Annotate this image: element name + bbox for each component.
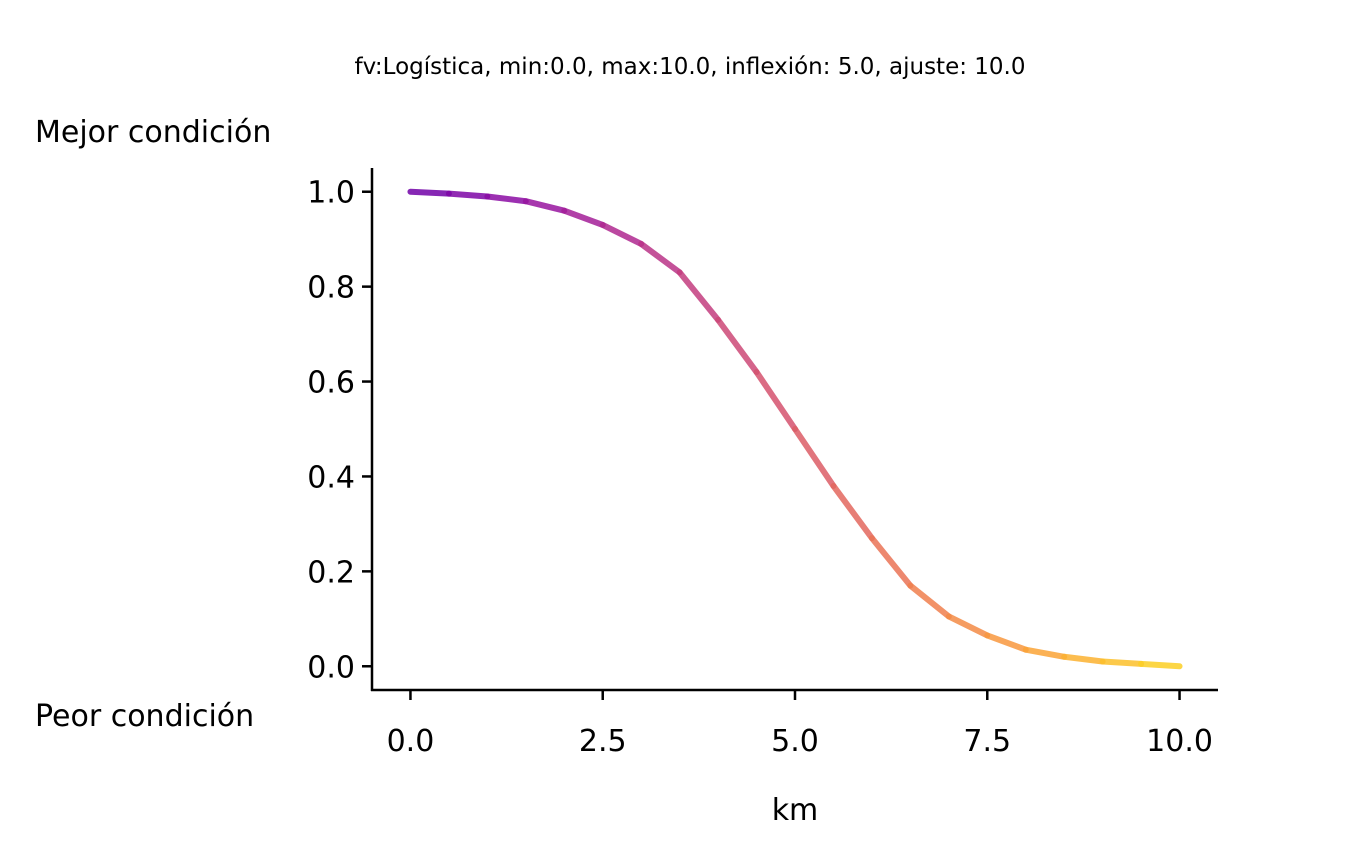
line-segment bbox=[715, 316, 760, 376]
line-segment bbox=[561, 207, 606, 228]
line-segment bbox=[1099, 658, 1145, 667]
line-segment bbox=[676, 269, 722, 323]
x-tick-label: 7.5 bbox=[963, 724, 1011, 759]
line-segment bbox=[522, 198, 568, 214]
x-axis-label: km bbox=[772, 793, 819, 828]
line-segment bbox=[753, 369, 798, 432]
y-tick-label: 0.4 bbox=[307, 460, 355, 495]
line-segment bbox=[945, 613, 991, 639]
line-segment bbox=[868, 535, 914, 589]
x-tick-label: 10.0 bbox=[1146, 724, 1213, 759]
line-segment bbox=[638, 240, 683, 276]
y-ticks: 0.0 0.2 0.4 0.6 0.8 1.0 bbox=[307, 176, 372, 685]
line-segment bbox=[1022, 646, 1068, 660]
data-line bbox=[407, 188, 1183, 670]
x-tick-label: 0.0 bbox=[387, 724, 435, 759]
x-tick-label: 5.0 bbox=[771, 724, 819, 759]
x-tick-label: 2.5 bbox=[579, 724, 627, 759]
y-tick-label: 0.6 bbox=[307, 366, 355, 401]
chart-title: fv:Logística, min:0.0, max:10.0, inflexi… bbox=[354, 54, 1025, 80]
bottom-annotation: Peor condición bbox=[35, 699, 254, 734]
line-segment bbox=[984, 632, 1029, 653]
line-segment bbox=[830, 482, 875, 542]
top-annotation: Mejor condición bbox=[35, 115, 271, 150]
line-segment bbox=[484, 193, 529, 205]
y-tick-label: 1.0 bbox=[307, 176, 355, 211]
line-segment bbox=[407, 188, 452, 197]
x-ticks: 0.0 2.5 5.0 7.5 10.0 bbox=[387, 690, 1213, 759]
y-tick-label: 0.8 bbox=[307, 271, 355, 306]
line-segment bbox=[907, 582, 952, 620]
line-segment bbox=[1061, 653, 1106, 665]
line-segment bbox=[1138, 660, 1183, 670]
line-segment bbox=[445, 190, 491, 200]
line-segment bbox=[599, 221, 645, 247]
line-segment bbox=[792, 426, 837, 489]
y-tick-label: 0.2 bbox=[307, 555, 355, 590]
y-tick-label: 0.0 bbox=[307, 650, 355, 685]
